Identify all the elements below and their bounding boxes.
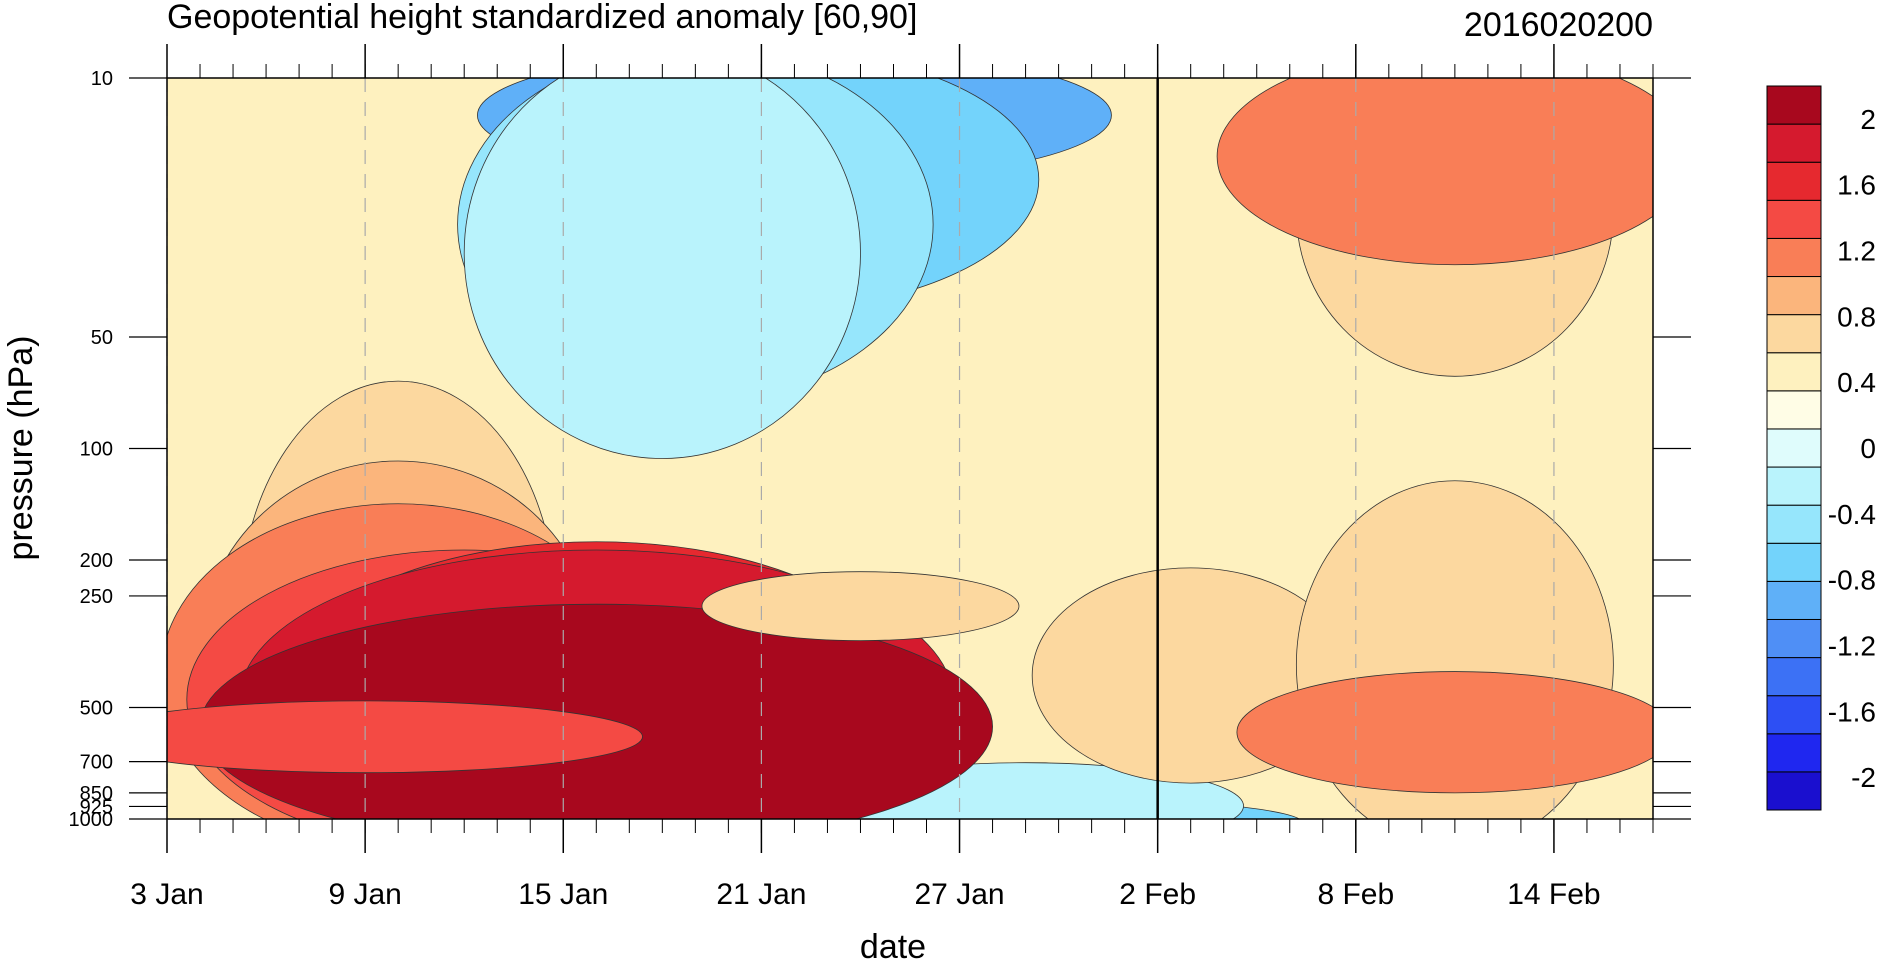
x-tick-label: 27 Jan	[914, 878, 1004, 911]
y-tick-label: 200	[80, 550, 113, 572]
colorbar-swatch	[1766, 618, 1822, 659]
colorbar-label: 0	[1860, 433, 1876, 464]
colorbar-label: 0.4	[1837, 367, 1876, 398]
chart-title: Geopotential height standardized anomaly…	[167, 0, 917, 36]
colorbar-swatch	[1766, 466, 1822, 506]
x-tick-label: 15 Jan	[518, 878, 608, 911]
anomaly-contour	[1216, 78, 1653, 266]
y-tick-label: 500	[80, 697, 113, 719]
colorbar-swatch	[1766, 428, 1822, 468]
y-tick-label: 850	[80, 783, 113, 805]
x-tick-label: 9 Jan	[328, 878, 401, 911]
y-tick-label: 100	[80, 439, 113, 461]
colorbar-swatch	[1766, 542, 1822, 582]
colorbar-swatch	[1766, 771, 1822, 811]
colorbar: 2 1.6 1.2 0.8 0.4 0 -0.4 -0.8 -1.2 -1.6 -2	[1766, 85, 1876, 811]
colorbar-swatch	[1766, 85, 1822, 125]
colorbar-swatch	[1766, 390, 1822, 430]
chart-subtitle: 2016020200	[1464, 6, 1653, 44]
y-axis-label: pressure (hPa)	[2, 336, 40, 561]
colorbar-swatch	[1766, 237, 1822, 278]
colorbar-swatch	[1766, 314, 1822, 354]
colorbar-label: -1.2	[1828, 630, 1876, 661]
x-tick-label: 14 Feb	[1507, 878, 1600, 911]
contour-fields	[167, 78, 1653, 819]
x-axis-label: date	[860, 928, 926, 963]
y-tick-label: 700	[80, 752, 113, 774]
colorbar-label: -2	[1851, 762, 1876, 793]
anomaly-contour	[463, 78, 861, 459]
colorbar-label: 1.2	[1837, 236, 1876, 267]
x-tick-label: 21 Jan	[716, 878, 806, 911]
colorbar-swatch	[1766, 161, 1822, 201]
x-axis: 3 Jan 9 Jan 15 Jan 21 Jan 27 Jan 2 Feb 8 Feb 14…	[130, 44, 1654, 911]
colorbar-swatch	[1766, 580, 1822, 620]
y-tick-label: 925	[80, 796, 113, 818]
y-tick-label: 50	[91, 327, 113, 349]
colorbar-swatch	[1766, 657, 1822, 697]
colorbar-swatch	[1766, 504, 1822, 544]
colorbar-swatch	[1766, 352, 1822, 392]
colorbar-label: 2	[1860, 104, 1876, 135]
anomaly-contour	[1296, 480, 1614, 819]
x-tick-label: 8 Feb	[1317, 878, 1394, 911]
colorbar-swatch	[1766, 695, 1822, 735]
x-tick-label: 3 Jan	[130, 878, 203, 911]
x-tick-label: 2 Feb	[1119, 878, 1196, 911]
colorbar-label: 1.6	[1837, 170, 1876, 201]
colorbar-label: 0.8	[1837, 301, 1876, 332]
y-tick-label: 1000	[69, 809, 114, 831]
colorbar-label: -0.8	[1828, 565, 1876, 596]
colorbar-swatch	[1766, 199, 1822, 239]
colorbar-label: -1.6	[1828, 696, 1876, 727]
anomaly-contour	[1236, 671, 1653, 794]
anomaly-contour	[167, 700, 643, 774]
colorbar-swatch	[1766, 123, 1822, 163]
colorbar-label: -0.4	[1828, 499, 1876, 530]
y-tick-label: 250	[80, 586, 113, 608]
colorbar-swatch	[1766, 276, 1822, 316]
colorbar-swatch	[1766, 733, 1822, 773]
anomaly-contour	[701, 571, 1020, 642]
y-tick-label: 10	[91, 68, 113, 90]
